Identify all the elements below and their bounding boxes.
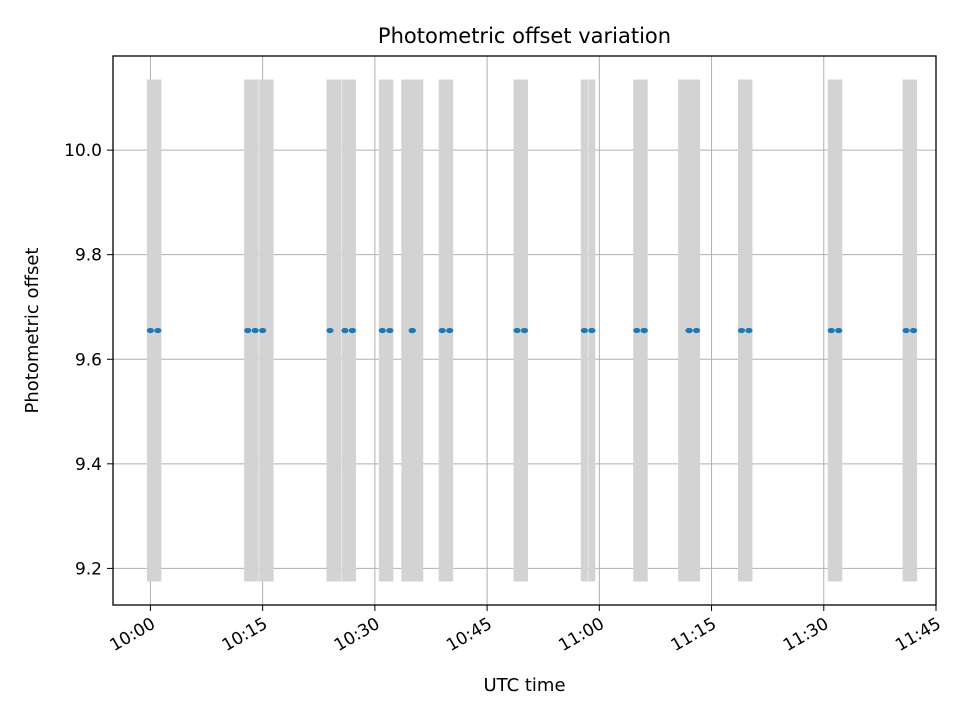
data-point <box>244 327 252 334</box>
data-point <box>633 327 641 334</box>
x-tick-label: 10:15 <box>219 614 271 656</box>
data-point <box>386 327 394 334</box>
x-tick-label: 11:30 <box>780 614 832 656</box>
x-tick-label: 10:00 <box>106 614 158 656</box>
data-points <box>146 327 918 334</box>
x-tick-label: 11:00 <box>555 614 607 656</box>
y-tick-label: 9.6 <box>75 350 102 370</box>
data-point <box>685 327 693 334</box>
observation-band <box>513 79 528 582</box>
data-point <box>378 327 386 334</box>
data-point <box>446 327 454 334</box>
x-axis: 10:00 10:15 10:30 10:45 11:00 11:15 11:30 11:45 <box>106 605 945 656</box>
y-tick-label: 9.4 <box>75 455 102 475</box>
x-axis-label: UTC time <box>483 675 565 696</box>
data-point <box>408 327 416 334</box>
data-point <box>692 327 701 334</box>
observation-band <box>244 79 259 582</box>
y-axis-label: Photometric offset <box>22 248 43 414</box>
data-point <box>154 327 162 334</box>
data-point <box>520 327 529 334</box>
data-point <box>640 327 648 334</box>
data-point <box>513 327 521 334</box>
data-point <box>326 327 334 334</box>
plot-frame <box>112 55 937 606</box>
data-point <box>827 327 835 334</box>
observation-band <box>341 79 356 582</box>
data-point <box>745 327 753 334</box>
data-point <box>580 327 588 334</box>
observation-band <box>902 79 918 582</box>
observation-band <box>633 79 648 582</box>
data-point <box>438 327 446 334</box>
y-tick-label: 9.2 <box>75 559 102 579</box>
observation-band <box>737 79 753 582</box>
data-point <box>259 327 267 334</box>
x-tick-label: 11:45 <box>892 614 944 656</box>
y-tick-label: 10.0 <box>64 141 102 161</box>
data-point <box>835 327 843 334</box>
data-point <box>348 327 357 334</box>
data-point <box>737 327 746 334</box>
observation-band <box>827 79 843 582</box>
x-tick-label: 10:30 <box>331 614 383 656</box>
data-point <box>146 327 155 334</box>
x-tick-label: 11:15 <box>668 614 720 656</box>
observation-band <box>326 79 341 582</box>
observation-band <box>378 79 394 582</box>
data-point <box>588 327 596 334</box>
data-point <box>251 327 259 334</box>
y-tick-label: 9.8 <box>75 246 102 266</box>
observation-band <box>259 79 274 582</box>
chart-title: Photometric offset variation <box>378 24 671 48</box>
data-point <box>909 327 918 334</box>
data-point <box>341 327 349 334</box>
observation-band <box>438 79 454 582</box>
observation-band <box>146 79 162 582</box>
x-tick-label: 10:45 <box>443 614 495 656</box>
data-point <box>902 327 910 334</box>
y-axis: 9.2 9.4 9.6 9.8 10.0 <box>64 141 113 579</box>
